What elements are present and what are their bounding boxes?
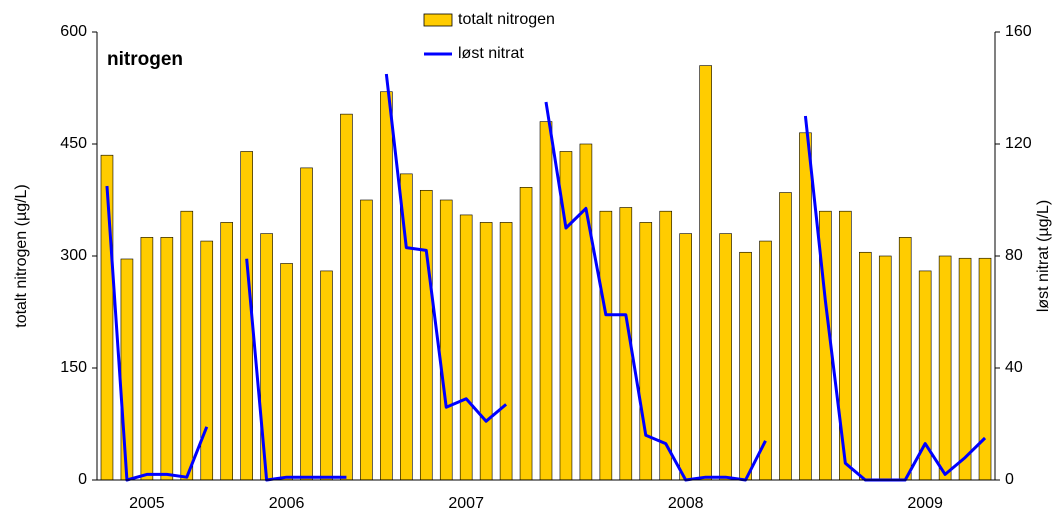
y-tick-label: 150: [60, 359, 87, 376]
bar: [759, 240, 772, 481]
bar: [160, 237, 174, 481]
y2-tick-label: 0: [1005, 471, 1014, 488]
bar: [220, 222, 233, 481]
legend-swatch: [423, 13, 453, 27]
y2-tick-label: 80: [1005, 247, 1023, 264]
bar: [779, 192, 792, 481]
x-tick-label: 2009: [907, 495, 943, 512]
bar: [200, 240, 214, 481]
bar: [459, 214, 473, 481]
y-tick-label: 600: [60, 23, 87, 40]
y-tick-label: 0: [78, 471, 87, 488]
line: [105, 73, 987, 482]
bar: [419, 189, 433, 481]
legend-label: totalt nitrogen: [458, 11, 555, 28]
bar: [898, 237, 912, 481]
y2-tick-label: 160: [1005, 23, 1032, 40]
bar: [519, 187, 533, 481]
bar: [978, 257, 992, 481]
y2-tick-label: 120: [1005, 135, 1032, 152]
bar: [140, 237, 154, 481]
bar: [739, 251, 752, 481]
bar: [679, 233, 692, 481]
bar: [120, 258, 134, 481]
bar: [479, 222, 493, 481]
bar: [938, 255, 952, 481]
bar: [859, 251, 872, 481]
bar: [439, 199, 453, 481]
bar: [639, 222, 653, 481]
bar: [340, 113, 353, 481]
bar: [799, 132, 812, 481]
y-axis-label: totalt nitrogen (µg/L): [13, 184, 30, 328]
x-tick-label: 2005: [129, 495, 165, 512]
bar: [878, 255, 892, 481]
bar: [539, 121, 553, 481]
legend-label: løst nitrat: [458, 45, 524, 62]
bar: [599, 210, 613, 481]
bar: [180, 210, 194, 481]
bar: [300, 167, 313, 481]
bar: [320, 270, 333, 481]
bar: [719, 233, 732, 481]
y2-tick-label: 40: [1005, 359, 1023, 376]
bar: [579, 143, 593, 481]
y-tick-label: 300: [60, 247, 87, 264]
bar: [659, 210, 673, 481]
bar: [958, 257, 972, 481]
x-tick-label: 2006: [269, 495, 305, 512]
x-tick-label: 2007: [448, 495, 484, 512]
bar: [499, 222, 513, 481]
y2-axis-label: løst nitrat (µg/L): [1035, 200, 1052, 312]
bar: [380, 91, 393, 481]
bar: [699, 65, 712, 481]
x-tick-label: 2008: [668, 495, 704, 512]
bar: [280, 263, 293, 481]
annotation: nitrogen: [107, 49, 183, 70]
bar: [360, 199, 373, 481]
y-tick-label: 450: [60, 135, 87, 152]
